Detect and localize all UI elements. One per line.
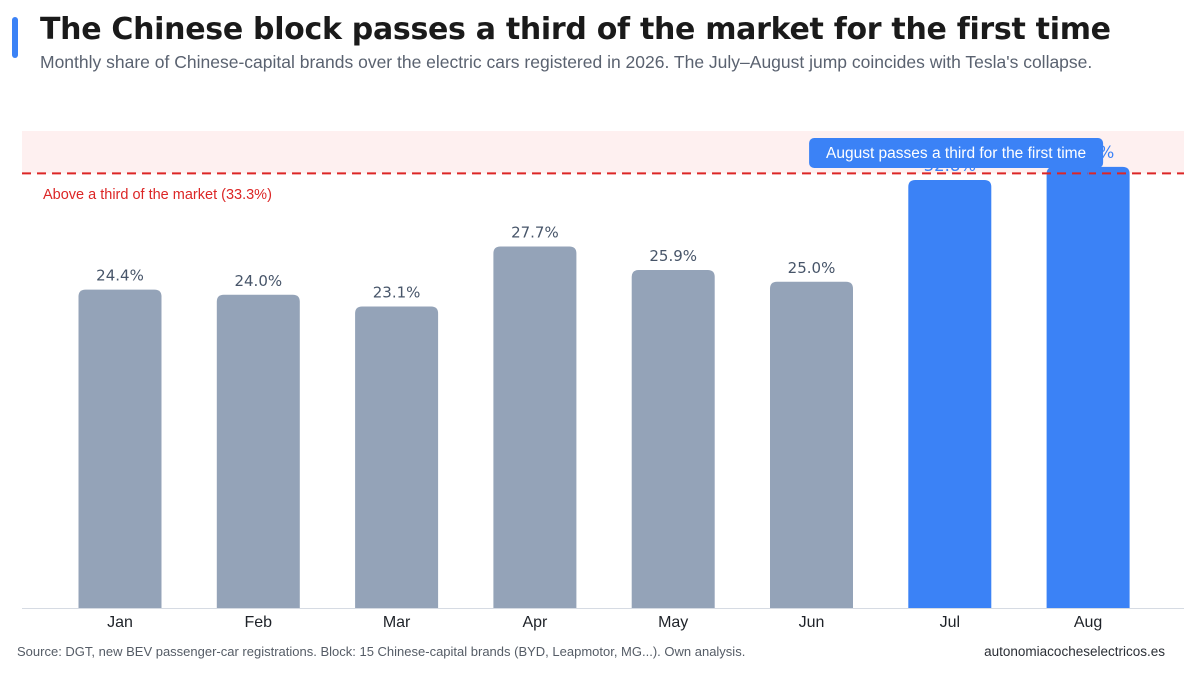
bar-feb: [216, 294, 300, 608]
value-label-feb: 24.0%: [234, 272, 282, 290]
value-label-may: 25.9%: [649, 247, 697, 265]
tick-label-mar: Mar: [383, 614, 411, 631]
threshold-label: Above a third of the market (33.3%): [43, 187, 272, 203]
callout-box: [809, 138, 1104, 168]
bar-jul: [908, 179, 992, 608]
bar-apr: [493, 246, 577, 608]
value-label-jun: 25.0%: [788, 259, 836, 277]
value-label-jan: 24.4%: [96, 267, 144, 285]
title-accent-bar: [12, 17, 18, 58]
bar-jan: [78, 289, 162, 608]
bar-jun: [770, 281, 853, 608]
tick-label-jun: Jun: [799, 614, 825, 631]
bar-aug: [1046, 166, 1130, 608]
value-label-apr: 27.7%: [511, 224, 559, 242]
tick-label-jan: Jan: [107, 614, 133, 631]
tick-label-may: May: [658, 614, 688, 631]
chart-subtitle: Monthly share of Chinese-capital brands …: [40, 52, 1093, 72]
tick-label-jul: Jul: [940, 614, 960, 631]
bar-mar: [355, 306, 439, 608]
callout-text: August passes a third for the first time: [826, 145, 1086, 162]
bar-may: [631, 270, 715, 608]
value-label-mar: 23.1%: [373, 284, 421, 302]
source-note: Source: DGT, new BEV passenger-car regis…: [17, 644, 746, 659]
tick-label-apr: Apr: [522, 614, 548, 631]
tick-label-aug: Aug: [1074, 614, 1102, 631]
chart-title: The Chinese block passes a third of the …: [40, 12, 1111, 47]
site-credit: autonomiacocheselectricos.es: [984, 644, 1165, 659]
tick-label-feb: Feb: [245, 614, 273, 631]
